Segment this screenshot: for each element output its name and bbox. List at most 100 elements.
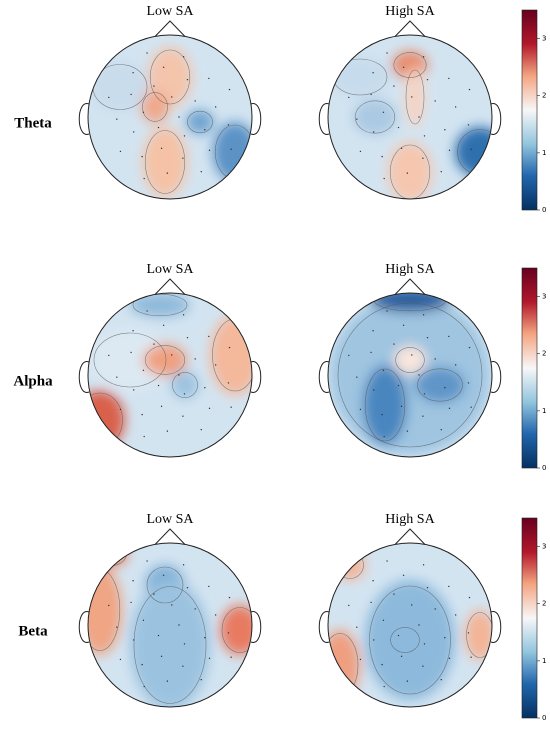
sensor [183,135,186,137]
nose [394,20,426,37]
nose [394,528,426,545]
colorbar-tick-label: 3 [542,293,546,301]
sensor [186,336,189,339]
sensor [373,389,375,391]
sensor [386,52,388,54]
sensor [228,88,231,91]
sensor [383,685,385,688]
sensor [230,148,232,150]
sensor [133,639,135,641]
colorbar-tick-label: 0 [542,464,546,472]
blob [171,371,199,399]
sensor [166,430,169,432]
sensor [402,574,405,577]
sensor [143,435,145,438]
blob [388,142,432,199]
sensor [468,346,471,349]
sensor [397,126,400,129]
sensor [178,116,180,118]
sensor [400,655,403,658]
sensor [230,406,232,408]
map-title: Low SA [146,512,194,527]
sensor [157,634,160,637]
sensor [143,177,145,180]
contour [172,372,198,398]
colorbar [521,517,538,719]
colorbar-tick-label: 1 [542,657,546,665]
contour [142,92,168,122]
sensor [373,131,375,133]
sensor [448,77,450,80]
sensor [444,637,446,639]
sensor [467,632,470,634]
contour [337,302,483,448]
sensor [204,129,206,131]
sensor [194,358,196,360]
sensor [382,619,385,621]
sensor [108,354,110,357]
contour [93,543,127,567]
contour [395,347,425,373]
nose [154,278,186,295]
sensor [422,157,424,159]
blob [455,127,492,177]
sensor [133,389,135,391]
contour [393,52,427,78]
sensor [372,580,374,582]
sensor [208,335,210,338]
sensor [228,346,231,349]
blob [415,367,465,403]
map-title: High SA [385,4,435,19]
sensor [434,358,436,360]
topomap [318,20,502,200]
sensor [166,172,169,174]
sensor [178,374,180,376]
sensor [444,387,446,389]
sensor [381,155,383,158]
sensor [406,172,409,174]
sensor [143,685,145,688]
sensor [227,382,230,384]
sensor [393,593,395,595]
blob [88,390,125,450]
blobs [330,293,490,455]
contour [405,69,425,125]
sensor [359,658,362,661]
sensor [411,354,413,356]
sensor [440,170,442,173]
sensor [142,111,145,113]
sensor [434,608,436,610]
contour [144,130,186,194]
sensor [146,310,148,312]
map-fill [88,543,252,707]
colorbar-tick-label: 1 [542,149,546,157]
sensor [119,658,122,661]
sensor [470,406,472,408]
sensor [186,586,189,589]
sensor [400,405,403,408]
sensor [162,324,165,327]
blob [143,344,187,376]
nose [394,278,426,295]
sensor [426,78,429,81]
sensor [142,619,145,621]
sensor [171,604,173,606]
contour [93,332,167,388]
sensor [467,124,470,126]
sensor [194,608,196,610]
sensor [194,100,196,102]
sensor [470,656,472,658]
ear-left [318,611,330,643]
sensor [132,72,134,74]
sensor [227,632,230,634]
contour [466,612,492,658]
sensor [372,330,374,332]
blob [130,580,210,707]
ear-left [318,361,330,393]
sensor [467,382,470,384]
blob [210,315,252,395]
topomap [318,278,502,458]
sensor [411,96,413,98]
sensor [402,324,405,327]
sensor [370,601,372,604]
